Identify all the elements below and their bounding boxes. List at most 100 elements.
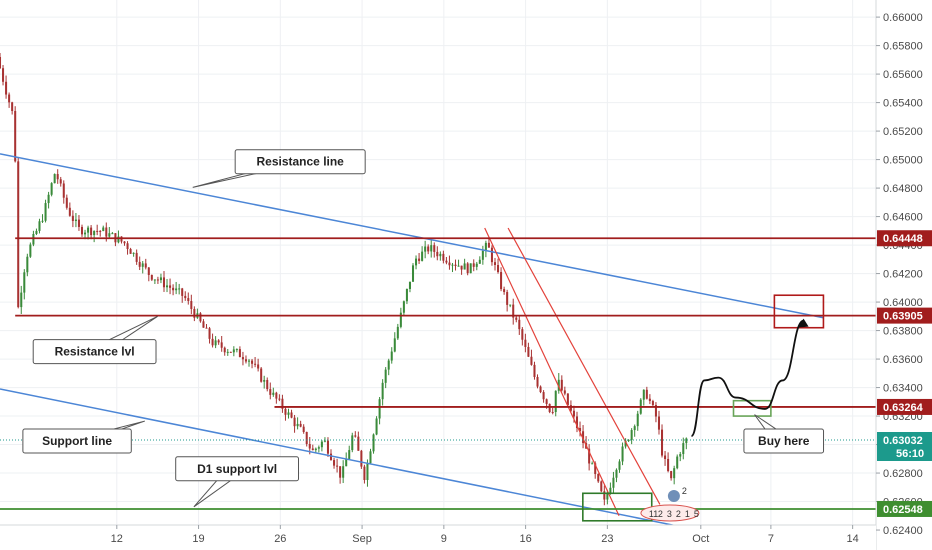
candle-body: [442, 253, 445, 261]
current-price-label: 0.63032: [883, 435, 923, 447]
candle-body: [630, 430, 633, 440]
time-axis-background: [0, 525, 876, 550]
candle-body: [384, 369, 387, 383]
candle-body: [102, 227, 105, 232]
candle-body: [405, 288, 408, 302]
candle-body: [572, 410, 575, 417]
candle-body: [96, 230, 99, 232]
candle-body: [399, 312, 402, 327]
candle-body: [129, 249, 132, 254]
candle-body: [202, 321, 205, 328]
candle-body: [484, 242, 487, 251]
candle-body: [451, 264, 454, 266]
candle-body: [621, 446, 624, 462]
candle-body: [272, 392, 275, 395]
candle-body: [536, 376, 539, 387]
projection-arrow-head: [797, 318, 809, 328]
level-price-label: 0.63905: [883, 311, 923, 323]
event-count-label: 1: [685, 509, 690, 519]
candle-body: [323, 440, 326, 442]
support-trend-line: [0, 388, 684, 528]
event-globe-icon: [667, 490, 680, 502]
candle-body: [281, 398, 284, 409]
candle-body: [181, 288, 184, 296]
candle-body: [147, 267, 150, 275]
candle-body: [618, 461, 621, 470]
price-tick-label: 0.64800: [883, 183, 923, 195]
candle-body: [466, 263, 469, 274]
candle-body: [299, 423, 302, 427]
channel-line: [507, 227, 661, 505]
candle-body: [263, 379, 266, 382]
candle-body: [378, 399, 381, 419]
candle-body: [542, 392, 545, 400]
candle-body: [664, 455, 667, 459]
candle-body: [497, 264, 500, 273]
candle-body: [363, 466, 366, 480]
candle-body: [654, 405, 657, 417]
time-tick-label: 9: [441, 533, 447, 545]
level-price-label: 0.64448: [883, 233, 923, 245]
candle-body: [244, 359, 247, 362]
candle-body: [624, 440, 627, 447]
price-tick-label: 0.64600: [883, 212, 923, 224]
candle-body: [156, 279, 159, 281]
callout-d1-support-lvl: D1 support lvl: [175, 456, 300, 508]
candle-body: [211, 338, 214, 346]
candle-body: [521, 329, 524, 340]
candle-body: [636, 413, 639, 427]
time-tick-label: 7: [768, 533, 774, 545]
candle-body: [651, 401, 654, 406]
candle-body: [475, 263, 478, 267]
candle-body: [591, 463, 594, 465]
candle-body: [80, 226, 84, 235]
candle-body: [606, 493, 609, 500]
candle-body: [500, 272, 503, 290]
event-count-label: 2: [658, 509, 663, 519]
candle-body: [254, 363, 257, 365]
level-price-badge: [877, 500, 932, 517]
event-count-label: 3: [667, 509, 672, 519]
price-tick-label: 0.65200: [883, 126, 923, 138]
channel-line: [484, 227, 620, 517]
candle-body: [311, 448, 314, 451]
candle-body: [169, 285, 172, 288]
callout-box: [743, 428, 825, 454]
price-tick-label: 0.63600: [883, 354, 923, 366]
candle-body: [238, 349, 241, 358]
candle-body: [50, 183, 53, 195]
candle-body: [135, 252, 138, 262]
candle-body: [229, 351, 232, 353]
candle-body: [287, 412, 290, 415]
candle-body: [667, 458, 670, 472]
callout-box: [234, 149, 366, 175]
candle-body: [661, 429, 664, 456]
price-axis[interactable]: 0.66000 0.65800 0.65600 0.65400 0.65200 0.650…: [875, 0, 932, 550]
candle-body: [62, 183, 65, 198]
callout-text: Resistance line: [256, 155, 344, 169]
candle-body: [99, 230, 102, 232]
candle-body: [527, 346, 530, 357]
candle-body: [539, 386, 542, 393]
candle-body: [74, 219, 77, 222]
callout-text: D1 support lvl: [197, 462, 277, 476]
candle-body: [53, 174, 56, 184]
candle-body: [433, 245, 436, 252]
candle-body: [381, 382, 384, 400]
candle-body: [366, 463, 369, 480]
candle-body: [436, 251, 439, 257]
candle-body: [87, 227, 90, 233]
candle-body: [670, 471, 673, 479]
time-axis[interactable]: 12 19 26 Sep 9 16 23 Oct 7 14: [0, 524, 876, 550]
candle-body: [38, 221, 41, 231]
candle-body: [506, 292, 509, 305]
candle-body: [23, 272, 26, 293]
candle-body: [117, 236, 120, 243]
candle-body: [396, 326, 399, 339]
candle-body: [645, 389, 648, 399]
candle-body: [44, 203, 47, 221]
candle-body: [339, 466, 342, 478]
candle-body: [454, 264, 457, 267]
candle-body: [673, 468, 676, 479]
